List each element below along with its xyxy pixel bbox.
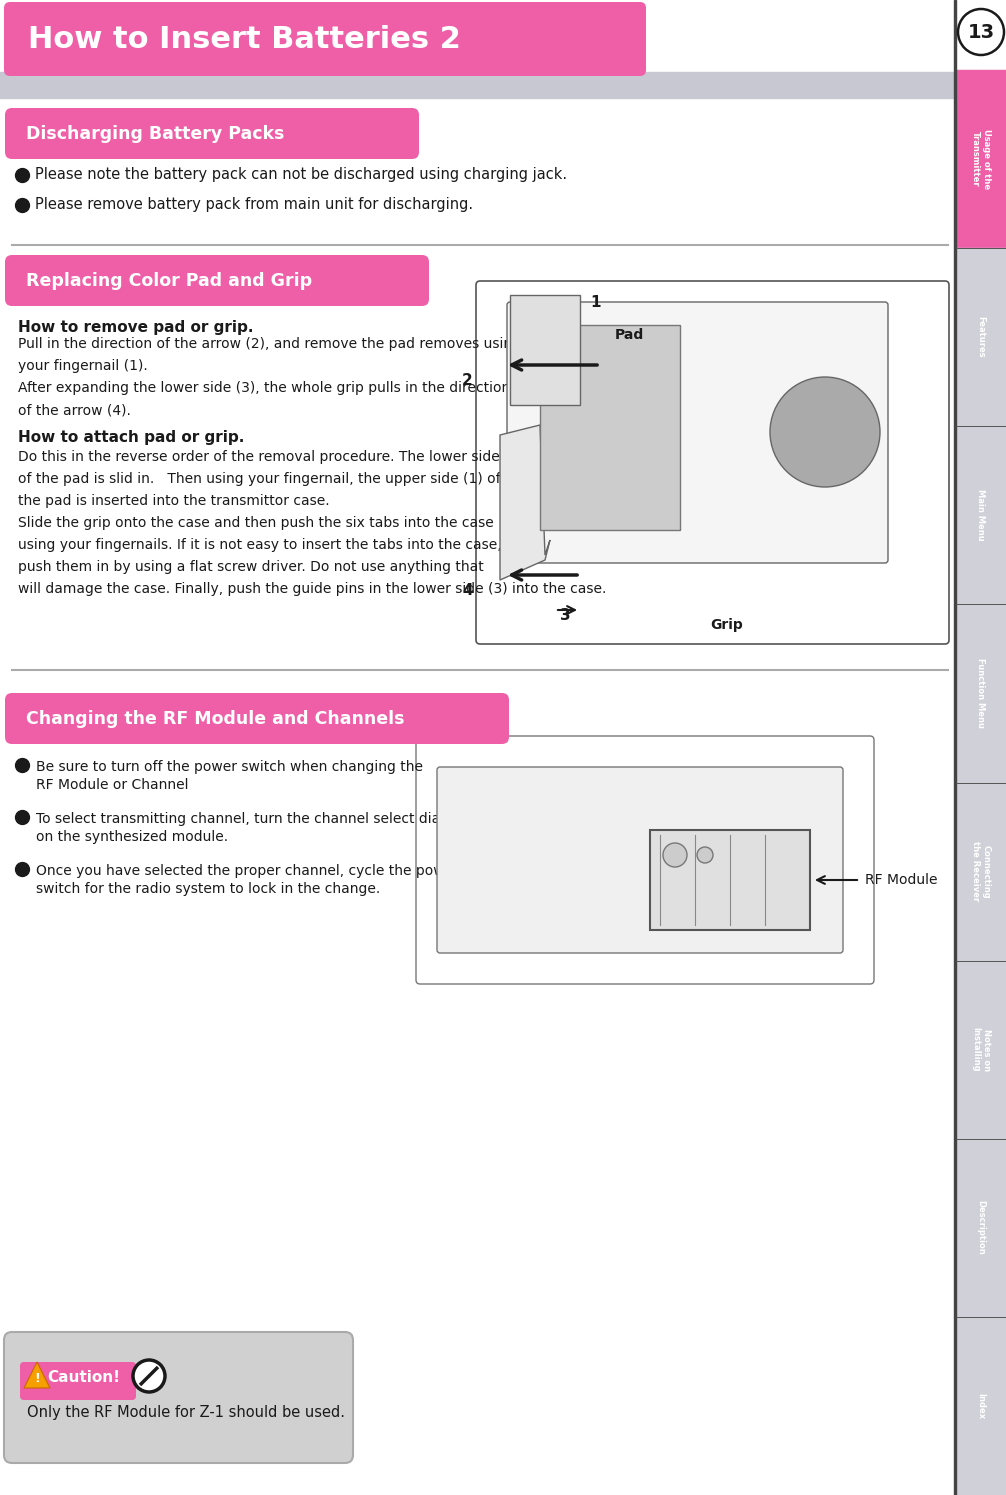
FancyBboxPatch shape	[507, 302, 888, 564]
Bar	[956, 961, 1006, 1139]
Bar	[956, 1139, 1006, 1317]
FancyBboxPatch shape	[5, 108, 420, 158]
Text: Usage of the
Transmitter: Usage of the Transmitter	[971, 129, 991, 190]
Text: RF Module: RF Module	[865, 873, 938, 887]
Polygon shape	[24, 1362, 50, 1387]
Text: Main Menu: Main Menu	[977, 489, 986, 541]
Text: Connecting
the Receiver: Connecting the Receiver	[971, 842, 991, 901]
Bar	[650, 830, 810, 930]
Circle shape	[133, 1360, 165, 1392]
Text: 2: 2	[462, 372, 473, 389]
Text: After expanding the lower side (3), the whole grip pulls in the direction: After expanding the lower side (3), the …	[18, 381, 510, 395]
FancyBboxPatch shape	[5, 694, 509, 745]
Text: !: !	[34, 1371, 40, 1384]
FancyBboxPatch shape	[20, 1362, 136, 1399]
Bar	[0, 72, 956, 99]
Text: your fingernail (1).: your fingernail (1).	[18, 359, 148, 372]
FancyBboxPatch shape	[476, 281, 949, 644]
Text: Description: Description	[977, 1200, 986, 1256]
Bar	[956, 70, 1006, 248]
Text: using your fingernails. If it is not easy to insert the tabs into the case,: using your fingernails. If it is not eas…	[18, 538, 502, 552]
FancyBboxPatch shape	[5, 256, 429, 306]
Text: switch for the radio system to lock in the change.: switch for the radio system to lock in t…	[36, 882, 380, 896]
FancyBboxPatch shape	[4, 1332, 353, 1464]
Text: Grip: Grip	[710, 617, 742, 632]
Text: on the synthesized module.: on the synthesized module.	[36, 830, 228, 845]
Text: will damage the case. Finally, push the guide pins in the lower side (3) into th: will damage the case. Finally, push the …	[18, 582, 607, 597]
Text: Please remove battery pack from main unit for discharging.: Please remove battery pack from main uni…	[35, 197, 473, 212]
Text: Discharging Battery Packs: Discharging Battery Packs	[26, 126, 285, 144]
Circle shape	[770, 377, 880, 487]
Text: push them in by using a flat screw driver. Do not use anything that: push them in by using a flat screw drive…	[18, 561, 484, 574]
Text: Slide the grip onto the case and then push the six tabs into the case: Slide the grip onto the case and then pu…	[18, 516, 494, 531]
Text: Pull in the direction of the arrow (2), and remove the pad removes using: Pull in the direction of the arrow (2), …	[18, 336, 521, 351]
Bar	[510, 295, 580, 405]
Text: Notes on
Installing: Notes on Installing	[971, 1027, 991, 1072]
Text: Be sure to turn off the power switch when changing the: Be sure to turn off the power switch whe…	[36, 759, 423, 774]
Circle shape	[783, 390, 867, 474]
Text: To select transmitting channel, turn the channel select dial(s): To select transmitting channel, turn the…	[36, 812, 462, 827]
FancyBboxPatch shape	[416, 736, 874, 984]
Bar	[954, 0, 956, 1495]
Text: Caution!: Caution!	[47, 1371, 121, 1386]
Text: of the pad is slid in.   Then using your fingernail, the upper side (1) of: of the pad is slid in. Then using your f…	[18, 472, 501, 486]
Text: Replacing Color Pad and Grip: Replacing Color Pad and Grip	[26, 272, 312, 290]
Circle shape	[811, 419, 839, 446]
Text: Function Menu: Function Menu	[977, 658, 986, 728]
Bar	[956, 1317, 1006, 1495]
Text: Pad: Pad	[615, 327, 644, 342]
Text: Please note the battery pack can not be discharged using charging jack.: Please note the battery pack can not be …	[35, 167, 567, 182]
Text: Do this in the reverse order of the removal procedure. The lower side: Do this in the reverse order of the remo…	[18, 450, 500, 463]
Ellipse shape	[958, 9, 1004, 55]
Text: of the arrow (4).: of the arrow (4).	[18, 404, 131, 417]
Text: How to Insert Batteries 2: How to Insert Batteries 2	[28, 24, 461, 54]
Bar	[956, 248, 1006, 426]
Circle shape	[663, 843, 687, 867]
Bar	[956, 426, 1006, 604]
FancyBboxPatch shape	[437, 767, 843, 952]
Text: Once you have selected the proper channel, cycle the power: Once you have selected the proper channe…	[36, 864, 459, 878]
Text: Changing the RF Module and Channels: Changing the RF Module and Channels	[26, 710, 404, 728]
FancyBboxPatch shape	[4, 1, 646, 76]
Bar	[956, 782, 1006, 961]
Bar	[540, 324, 680, 531]
Circle shape	[797, 404, 853, 460]
Text: 13: 13	[968, 22, 995, 42]
Text: How to attach pad or grip.: How to attach pad or grip.	[18, 431, 244, 446]
Text: RF Module or Channel: RF Module or Channel	[36, 777, 188, 792]
Text: 3: 3	[560, 607, 570, 622]
Text: 1: 1	[590, 295, 601, 309]
Bar	[956, 604, 1006, 782]
Text: 4: 4	[462, 583, 473, 598]
Text: the pad is inserted into the transmittor case.: the pad is inserted into the transmittor…	[18, 493, 330, 508]
Polygon shape	[500, 425, 550, 580]
Text: Index: Index	[977, 1393, 986, 1419]
Text: Features: Features	[977, 317, 986, 357]
Text: How to remove pad or grip.: How to remove pad or grip.	[18, 320, 254, 335]
Text: Only the RF Module for Z-1 should be used.: Only the RF Module for Z-1 should be use…	[27, 1405, 345, 1420]
Circle shape	[697, 848, 713, 863]
